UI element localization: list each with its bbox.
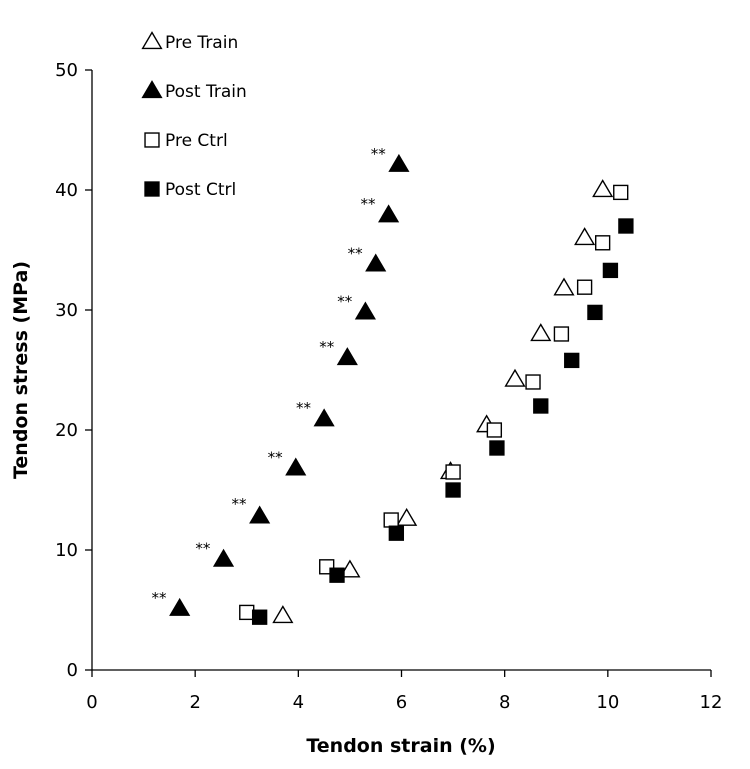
legend-item: Post Ctrl [144, 180, 236, 200]
y-tick-label: 10 [55, 540, 78, 561]
y-tick-label: 0 [67, 660, 78, 681]
data-point [564, 352, 580, 369]
data-point [486, 422, 503, 438]
data-point [602, 262, 619, 279]
x-tick-label: 12 [700, 692, 723, 713]
data-point [383, 512, 399, 528]
x-tick-label: 4 [293, 692, 304, 713]
x-tick-label: 2 [189, 692, 200, 713]
data-points [169, 153, 634, 625]
series-post-ctrl [251, 218, 634, 625]
x-tick-label: 8 [499, 692, 510, 713]
data-point [445, 464, 461, 480]
data-point [212, 548, 235, 567]
legend-item: Post Train [141, 80, 247, 102]
legend-marker [144, 132, 160, 148]
data-point [576, 279, 593, 295]
data-point [613, 184, 629, 201]
significance-marker: ** [360, 195, 376, 213]
x-ticks: 0 2 4 6 8 10 12 [86, 670, 722, 713]
data-point [489, 440, 505, 456]
significance-marker: ** [371, 145, 387, 163]
legend-label: Post Ctrl [165, 180, 236, 200]
legend-label: Pre Train [165, 33, 238, 53]
data-point [354, 301, 376, 320]
data-point [388, 525, 405, 541]
data-point [336, 347, 358, 366]
data-point [339, 559, 361, 578]
data-point [595, 235, 611, 251]
y-tick-label: 30 [55, 300, 78, 321]
data-point [388, 153, 410, 172]
y-axis-title: Tendon stress (MPa) [10, 261, 32, 479]
legend-label: Pre Ctrl [165, 131, 228, 151]
significance-marker: ** [296, 399, 312, 417]
significance-marker: ** [152, 589, 168, 607]
data-point [504, 368, 526, 387]
data-point [313, 408, 335, 427]
y-tick-label: 50 [55, 60, 78, 81]
legend-item: Pre Ctrl [144, 131, 228, 151]
x-axis-title: Tendon strain (%) [306, 735, 495, 757]
legend-marker [144, 181, 160, 197]
y-tick-label: 40 [55, 180, 78, 201]
data-point [249, 505, 271, 524]
data-point [525, 374, 541, 390]
x-tick-label: 0 [86, 692, 97, 713]
data-point [169, 597, 191, 616]
data-point [378, 204, 400, 223]
significance-annotations: ** ** ** ** ** ** ** ** ** ** [152, 145, 387, 607]
significance-marker: ** [319, 338, 335, 356]
data-point [533, 398, 549, 414]
legend-marker [141, 80, 163, 99]
data-point [530, 323, 552, 342]
data-point [239, 604, 255, 621]
data-point [365, 253, 387, 272]
data-point [445, 482, 461, 498]
data-point [574, 227, 596, 246]
significance-marker: ** [268, 448, 284, 466]
series-pre-ctrl [239, 184, 629, 621]
legend-marker [141, 31, 163, 50]
legend-label: Post Train [165, 82, 247, 102]
data-point [553, 326, 570, 342]
data-point [587, 304, 603, 321]
legend: Pre Train Post Train Pre Ctrl Post Ctrl [141, 31, 247, 200]
data-point [285, 457, 307, 476]
data-point [329, 567, 345, 583]
significance-marker: ** [337, 292, 353, 310]
data-point [618, 218, 634, 234]
data-point [251, 609, 268, 625]
data-point [396, 507, 418, 526]
legend-item: Pre Train [141, 31, 238, 53]
x-tick-label: 10 [596, 692, 619, 713]
y-ticks: 0 10 20 30 40 50 [55, 60, 92, 681]
series-pre-train [272, 179, 614, 624]
y-tick-label: 20 [55, 420, 78, 441]
x-tick-label: 6 [396, 692, 407, 713]
data-point [592, 179, 614, 198]
significance-marker: ** [195, 540, 211, 558]
series-post-train [169, 153, 410, 616]
data-point [272, 605, 294, 624]
significance-marker: ** [348, 244, 364, 262]
significance-marker: ** [232, 495, 248, 513]
data-point [553, 277, 575, 296]
